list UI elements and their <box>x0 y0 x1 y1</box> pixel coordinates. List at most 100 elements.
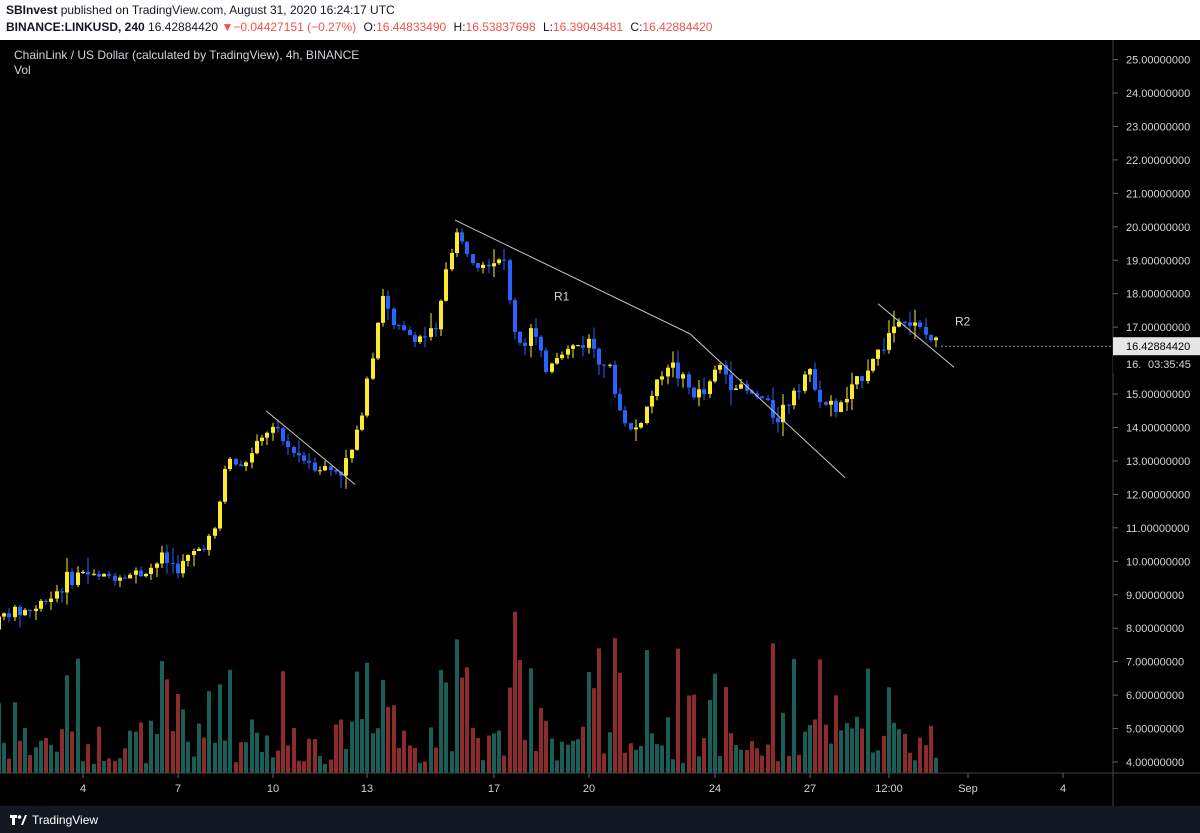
candle <box>39 599 43 612</box>
volume-bar <box>23 728 27 773</box>
volume-bar <box>334 724 338 773</box>
candle-body <box>892 326 896 334</box>
candle-body <box>450 253 454 270</box>
volume-bar <box>866 668 870 773</box>
symbol-label: BINANCE:LINKUSD, 240 <box>6 20 145 34</box>
candle-body <box>544 350 548 372</box>
candle-body <box>276 426 280 429</box>
candle <box>845 386 849 411</box>
candle-body <box>797 390 801 392</box>
volume-bar <box>413 747 417 773</box>
candle <box>60 587 64 603</box>
tradingview-brand[interactable]: TradingView <box>32 813 99 827</box>
candle-body <box>250 453 254 463</box>
volume-bar <box>834 695 838 773</box>
volume-bar <box>544 720 548 773</box>
candle-body <box>113 575 117 581</box>
candle <box>271 423 275 441</box>
y-tick-label: 20.00000000 <box>1126 222 1190 234</box>
candle-body <box>339 471 343 476</box>
candle <box>792 388 796 410</box>
candle <box>102 572 106 577</box>
volume-bar <box>766 744 770 773</box>
candle <box>186 554 190 567</box>
candle-body <box>28 609 32 611</box>
candle <box>755 390 759 400</box>
publisher-name[interactable]: SBInvest <box>6 3 58 17</box>
volume-bar <box>539 707 543 773</box>
candle <box>113 572 117 586</box>
volume-bar <box>634 749 638 773</box>
candle <box>450 248 454 272</box>
candle <box>834 398 838 418</box>
candle-body <box>134 570 138 575</box>
volume-bar <box>455 639 459 773</box>
volume-bar <box>924 745 928 773</box>
candle-body <box>587 338 591 348</box>
candle <box>476 262 480 272</box>
candle-body <box>745 384 749 391</box>
chart-frame[interactable]: R1 R2 4.00000000 5.00000000 6.00000000 7.000… <box>0 40 1200 806</box>
volume-bar <box>7 758 11 773</box>
candle-body <box>49 598 53 602</box>
volume-bar <box>397 748 401 773</box>
volume-bar <box>613 638 617 773</box>
candle <box>681 371 685 388</box>
candle <box>929 334 933 343</box>
candle <box>149 563 153 580</box>
volume-bar <box>887 687 891 773</box>
down-arrow-icon: ▼ <box>221 20 234 34</box>
volume-bar <box>271 757 275 773</box>
volume-bar <box>139 722 143 773</box>
candle <box>734 384 738 391</box>
candle-body <box>318 470 322 472</box>
candle-body <box>602 364 606 366</box>
candle-body <box>155 563 159 568</box>
candle-body <box>850 384 854 399</box>
candle-body <box>413 335 417 343</box>
candle <box>402 320 406 332</box>
candle-body <box>392 308 396 326</box>
high-value: 16.53837698 <box>465 20 536 34</box>
volume-bar <box>376 728 380 773</box>
volume-bar <box>339 719 343 773</box>
candle-body <box>329 466 333 471</box>
volume-bar <box>318 756 322 773</box>
candle-body <box>597 348 601 365</box>
candle-body <box>402 325 406 331</box>
candle <box>882 337 886 355</box>
candle <box>234 457 238 467</box>
candle-body <box>929 334 933 341</box>
candle <box>276 419 280 433</box>
candle <box>408 326 412 336</box>
volume-bar <box>302 761 306 773</box>
volume-bar <box>518 659 522 773</box>
volume-bar <box>286 745 290 773</box>
candle-body <box>55 591 59 599</box>
x-tick-label: 12:00 <box>875 783 903 795</box>
volume-bar <box>839 730 843 773</box>
candle <box>860 376 864 388</box>
candlestick-chart[interactable]: R1 R2 4.00000000 5.00000000 6.00000000 7.000… <box>0 40 1200 806</box>
trendline-r1 <box>454 219 846 479</box>
x-tick-label: 4 <box>1060 783 1066 795</box>
candle-body <box>629 423 633 430</box>
candle <box>339 471 343 489</box>
tradingview-logo-icon[interactable] <box>10 812 28 828</box>
volume-bar <box>760 755 764 773</box>
y-tick-label: 22.00000000 <box>1126 155 1190 167</box>
candle <box>139 566 143 578</box>
candle <box>465 241 469 258</box>
volume-bar <box>176 693 180 773</box>
volume-bar <box>566 744 570 773</box>
candle-body <box>429 328 433 337</box>
y-tick-label: 4.00000000 <box>1126 757 1184 769</box>
volume-bar <box>160 661 164 773</box>
volume-bar <box>113 760 117 773</box>
candle-body <box>555 358 559 364</box>
volume-bar <box>645 650 649 773</box>
candle <box>813 362 817 392</box>
candle <box>197 546 201 552</box>
volume-bar <box>718 756 722 773</box>
volume-bar <box>618 672 622 773</box>
